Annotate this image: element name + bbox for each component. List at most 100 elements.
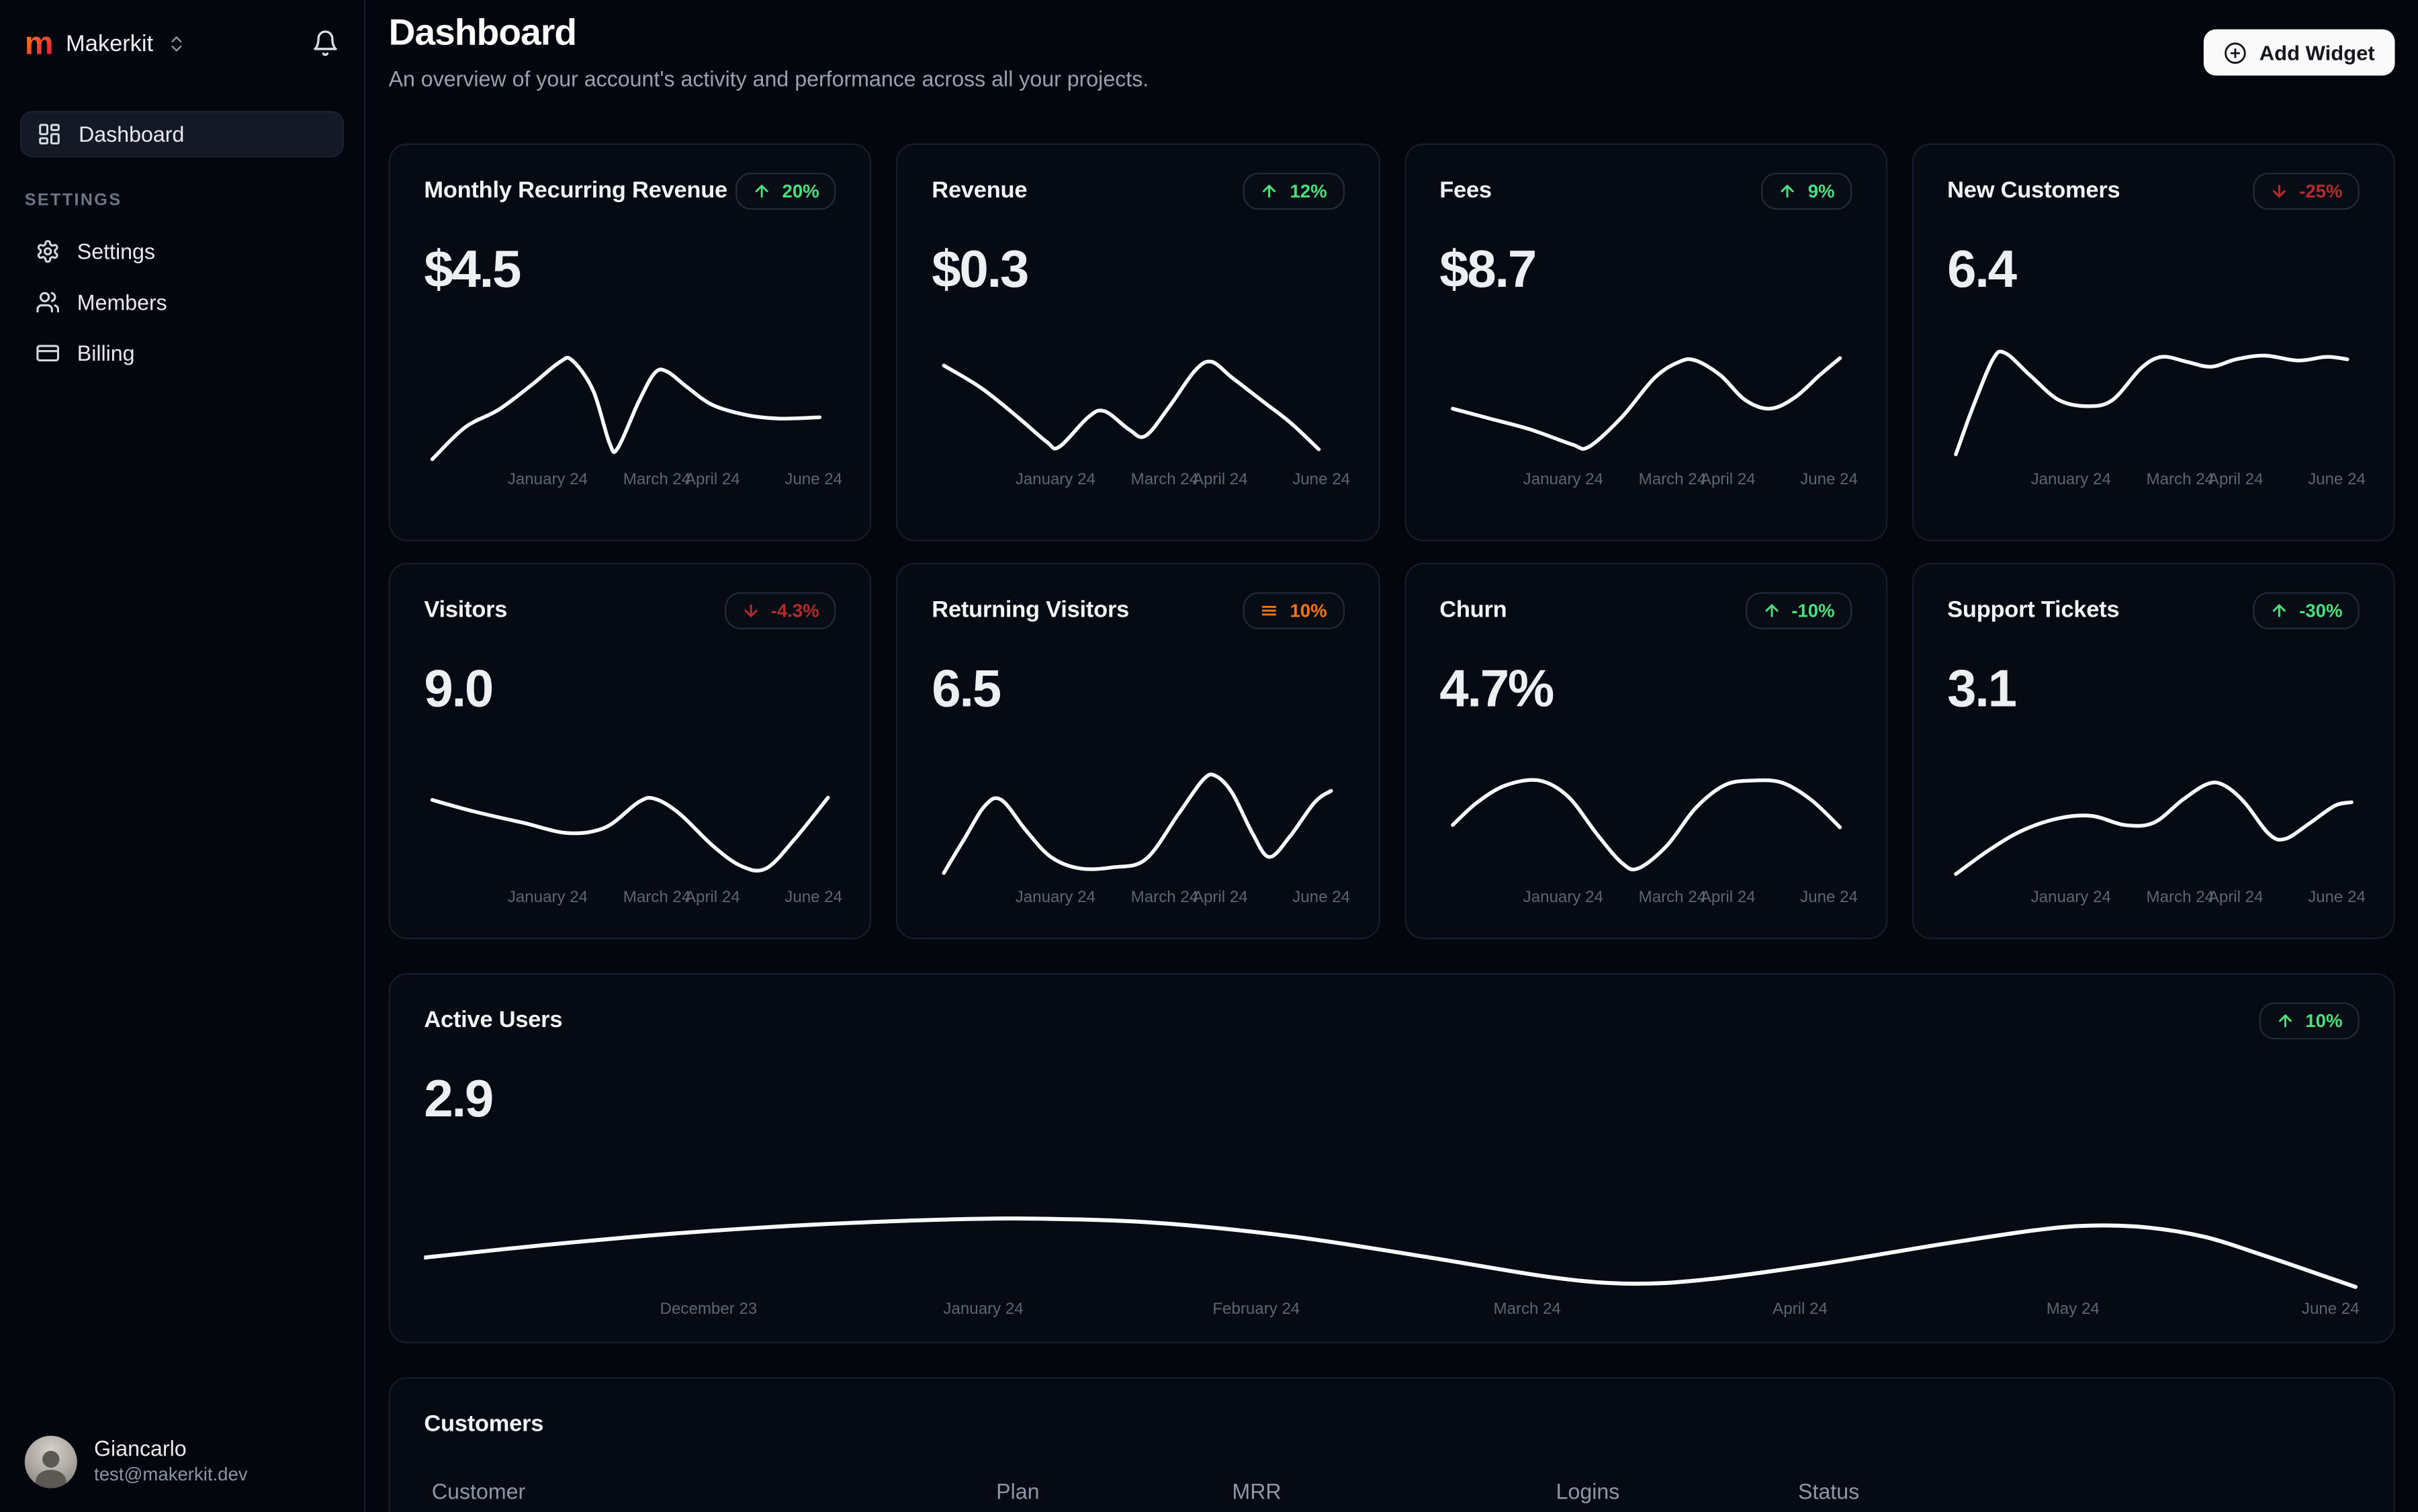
axis-tick-label: June 24 [1292,888,1351,907]
axis-tick-label: January 24 [943,1300,1024,1319]
sparkline-chart: January 24 March 24 April 24 June 24 [932,768,1350,911]
axis-tick-label: March 24 [2146,470,2214,489]
axis-tick-label: April 24 [1700,470,1756,489]
trend-badge: -25% [2253,173,2360,210]
sidebar: m Makerkit Dashboard SETTINGS [0,0,366,1512]
axis-tick-label: June 24 [1800,470,1858,489]
axis-tick-label: June 24 [1800,888,1858,907]
axis-tick-label: March 24 [2146,888,2214,907]
stat-card-monthly-recurring-revenue: Monthly Recurring Revenue 20% $4.5 Janua… [388,143,872,541]
axis-tick-label: March 24 [1130,470,1199,489]
card-title: Monthly Recurring Revenue [424,177,727,204]
axis-tick-label: April 24 [1700,888,1756,907]
axis-tick-label: December 23 [660,1300,758,1319]
person-silhouette-icon [35,1450,66,1488]
card-title: Fees [1439,177,1492,204]
axis-tick-label: June 24 [785,470,843,489]
user-email: test@makerkit.dev [94,1463,248,1485]
stat-card-revenue: Revenue 12% $0.3 January 24 March 24 April… [896,143,1380,541]
axis-tick-label: June 24 [785,888,843,907]
trend-up-icon [2276,1012,2295,1030]
avatar [24,1435,77,1488]
sidebar-item-label: Settings [77,238,155,263]
card-title: Churn [1439,596,1507,623]
card-title: Returning Visitors [932,596,1130,623]
sidebar-item-label: Billing [77,340,135,365]
axis-tick-label: June 24 [1292,470,1351,489]
x-axis: January 24 March 24 April 24 June 24 [1947,888,2366,911]
axis-tick-label: April 24 [684,888,740,907]
sidebar-item-settings[interactable]: Settings [20,225,344,276]
workspace-name: Makerkit [66,30,154,56]
workspace-selector[interactable]: m Makerkit [25,27,187,59]
trend-badge: -4.3% [724,592,836,629]
customers-card: Customers Customer Plan MRR Logins Statu… [388,1377,2395,1512]
axis-tick-label: April 24 [684,470,740,489]
trend-badge: 20% [735,173,836,210]
sidebar-item-billing[interactable]: Billing [20,327,344,378]
axis-tick-label: June 24 [2308,470,2366,489]
axis-tick-label: March 24 [1638,888,1707,907]
axis-tick-label: April 24 [1773,1300,1828,1319]
page-title: Dashboard [388,12,577,54]
x-axis: January 24 March 24 April 24 June 24 [1439,888,1858,911]
customers-table-header: Customer Plan MRR Logins Status [424,1479,2359,1512]
sidebar-item-members[interactable]: Members [20,276,344,327]
chevrons-up-down-icon [167,33,187,53]
notifications-button[interactable] [312,30,339,57]
card-title: Support Tickets [1947,596,2120,623]
stat-card-visitors: Visitors -4.3% 9.0 January 24 March 24 Apr… [388,563,872,940]
page-header: Dashboard An overview of your account's … [389,12,2395,91]
axis-tick-label: June 24 [2308,888,2366,907]
stat-value: 6.5 [932,660,1001,719]
x-axis: December 23 January 24 February 24 March 24… [424,1300,2360,1323]
sidebar-item-dashboard[interactable]: Dashboard [19,111,344,158]
trend-flat-icon [1261,601,1280,620]
stat-value: 4.7% [1439,660,1554,719]
card-title: New Customers [1947,177,2120,204]
sparkline-chart: January 24 March 24 April 24 June 24 [1439,341,1858,493]
card-title: Active Users [424,1007,563,1034]
axis-tick-label: January 24 [2030,470,2111,489]
trend-down-icon [742,601,760,620]
x-axis: January 24 March 24 April 24 June 24 [932,470,1350,493]
sparkline-chart: January 24 March 24 April 24 June 24 [1947,768,2366,911]
page-header-text: Dashboard An overview of your account's … [389,12,1149,91]
user-info: Giancarlo test@makerkit.dev [94,1437,248,1488]
axis-tick-label: March 24 [1493,1300,1561,1319]
trend-badge: 9% [1761,173,1852,210]
stat-value: $0.3 [932,240,1029,300]
axis-tick-label: April 24 [2208,470,2264,489]
column-header-logins: Logins [1556,1478,1620,1504]
trend-up-icon [753,182,772,201]
stat-card-support-tickets: Support Tickets -30% 3.1 January 24 March… [1912,563,2395,940]
sidebar-section-label: SETTINGS [24,191,122,210]
trend-badge: 10% [2259,1002,2360,1040]
axis-tick-label: January 24 [2030,888,2111,907]
stats-grid: Monthly Recurring Revenue 20% $4.5 Janua… [388,143,2395,940]
stat-card-churn: Churn -10% 4.7% January 24 March 24 April … [1404,563,1887,940]
stat-value: 6.4 [1947,240,2017,300]
credit-card-icon [36,340,60,365]
sparkline-chart: January 24 March 24 April 24 June 24 [1439,768,1858,911]
card-title: Visitors [424,596,508,623]
axis-tick-label: April 24 [2208,888,2264,907]
x-axis: January 24 March 24 April 24 June 24 [424,470,842,493]
column-header-plan: Plan [996,1478,1040,1504]
stat-card-returning-visitors: Returning Visitors 10% 6.5 January 24 Mar… [896,563,1380,940]
active-users-card: Active Users 10% 2.9 December 23 January … [388,973,2395,1343]
trend-badge: 12% [1243,173,1344,210]
user-menu[interactable]: Giancarlo test@makerkit.dev [0,1414,364,1512]
x-axis: January 24 March 24 April 24 June 24 [1947,470,2366,493]
add-widget-button[interactable]: Add Widget [2204,29,2395,76]
sidebar-item-label: Dashboard [79,122,185,147]
axis-tick-label: January 24 [507,470,588,489]
trend-up-icon [1762,601,1781,620]
axis-tick-label: April 24 [1192,888,1248,907]
axis-tick-label: June 24 [2301,1300,2360,1319]
axis-tick-label: March 24 [1638,470,1707,489]
x-axis: January 24 March 24 April 24 June 24 [1439,470,1858,493]
stat-value: 2.9 [424,1070,494,1129]
sparkline-chart: January 24 March 24 April 24 June 24 [1947,341,2366,493]
